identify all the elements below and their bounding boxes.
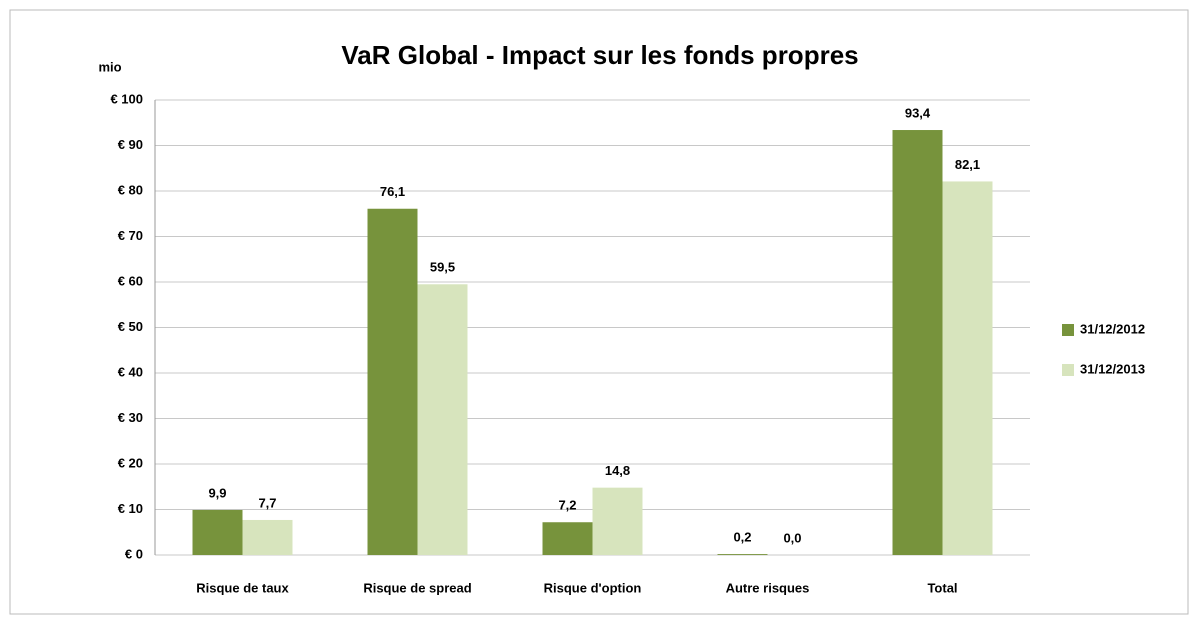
legend-label: 31/12/2013	[1080, 361, 1145, 376]
value-label: 14,8	[605, 463, 630, 478]
value-label: 82,1	[955, 157, 980, 172]
y-tick-label: € 40	[118, 364, 143, 379]
value-label: 76,1	[380, 184, 405, 199]
legend-swatch	[1062, 324, 1074, 336]
value-label: 93,4	[905, 105, 931, 120]
bar	[942, 181, 993, 555]
y-tick-label: € 80	[118, 182, 143, 197]
x-tick-label: Risque de taux	[196, 580, 289, 595]
y-tick-label: € 30	[118, 410, 143, 425]
chart-border	[9, 9, 1189, 615]
x-tick-label: Risque d'option	[544, 580, 642, 595]
chart-title: VaR Global - Impact sur les fonds propre…	[341, 40, 858, 70]
x-tick-label: Total	[927, 580, 957, 595]
value-label: 59,5	[430, 260, 455, 275]
legend-swatch	[1062, 364, 1074, 376]
value-label: 7,7	[258, 495, 276, 510]
bar	[592, 487, 643, 555]
y-tick-label: € 50	[118, 319, 143, 334]
bar	[367, 208, 418, 555]
bar	[892, 130, 943, 555]
y-unit: mio	[98, 59, 121, 74]
value-label: 0,2	[733, 530, 751, 545]
value-label: 0,0	[783, 530, 801, 545]
legend-label: 31/12/2012	[1080, 321, 1145, 336]
y-tick-label: € 90	[118, 137, 143, 152]
bar	[542, 522, 593, 555]
y-tick-label: € 70	[118, 228, 143, 243]
x-tick-label: Risque de spread	[363, 580, 471, 595]
y-tick-label: € 10	[118, 501, 143, 516]
y-tick-label: € 20	[118, 455, 143, 470]
y-tick-label: € 60	[118, 273, 143, 288]
x-tick-label: Autre risques	[726, 580, 810, 595]
bar	[417, 284, 468, 555]
y-tick-label: € 100	[110, 91, 143, 106]
bar	[717, 554, 768, 555]
value-label: 7,2	[558, 498, 576, 513]
bar	[242, 519, 293, 555]
y-tick-label: € 0	[125, 546, 143, 561]
value-label: 9,9	[208, 485, 226, 500]
bar	[192, 509, 243, 555]
